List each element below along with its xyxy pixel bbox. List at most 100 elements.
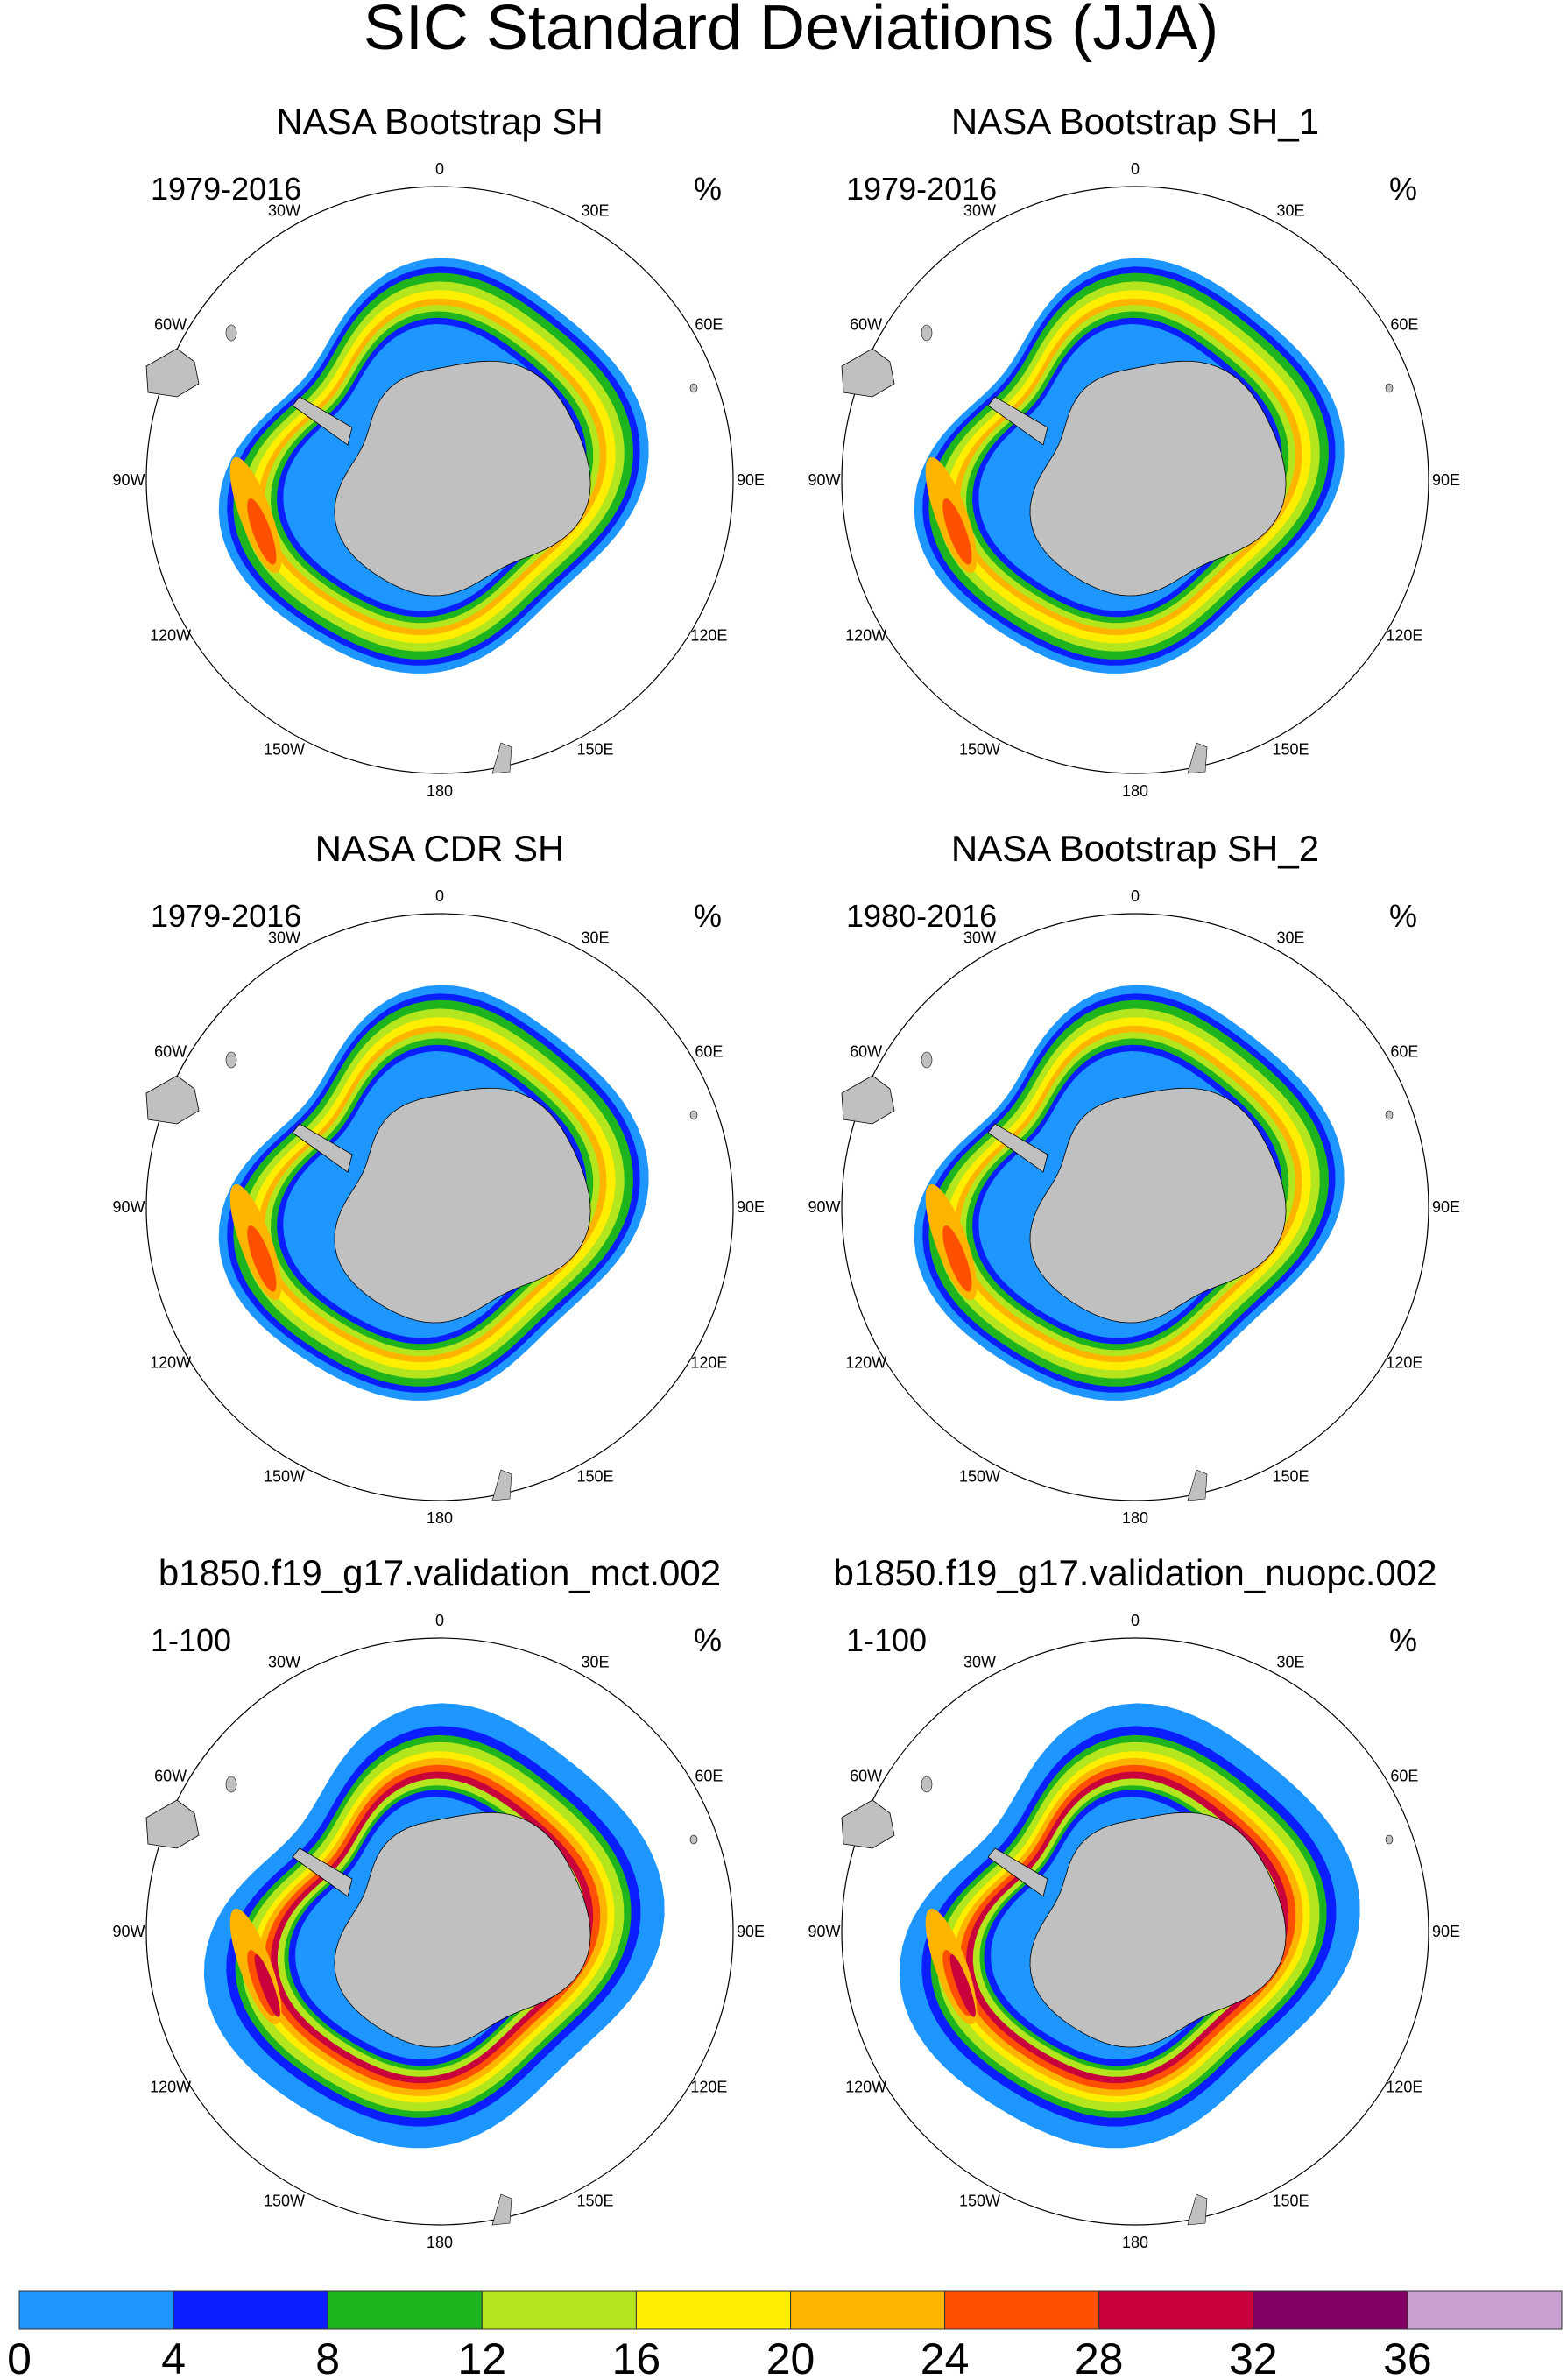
longitude-label: 150E xyxy=(1272,1467,1309,1485)
antarctica-landmass xyxy=(334,1811,591,2048)
map-panel: b1850.f19_g17.validation_mct.002 1-100 % 0 3… xyxy=(112,1552,765,2251)
new-zealand-tip xyxy=(491,1469,512,1501)
longitude-label: 90W xyxy=(808,1198,840,1216)
antarctica-landmass xyxy=(334,360,591,597)
longitude-label: 90W xyxy=(112,471,145,489)
figure-title: SIC Standard Deviations (JJA) xyxy=(364,0,1218,63)
colorbar-label: 20 xyxy=(766,2334,815,2380)
island xyxy=(689,1110,698,1120)
panel-title: NASA Bootstrap SH_2 xyxy=(951,828,1319,869)
colorbar-label: 28 xyxy=(1075,2334,1124,2380)
longitude-label: 60W xyxy=(154,316,187,334)
longitude-label: 30W xyxy=(268,929,300,947)
longitude-label: 90E xyxy=(1432,1198,1460,1216)
longitude-label: 60W xyxy=(154,1768,187,1785)
longitude-label: 60E xyxy=(695,316,723,334)
longitude-label: 150E xyxy=(576,1467,613,1485)
longitude-label: 60E xyxy=(1390,316,1418,334)
longitude-label: 60E xyxy=(695,1768,723,1785)
longitude-label: 90E xyxy=(1432,1923,1460,1940)
longitude-label: 30W xyxy=(963,929,996,947)
south-america-tip xyxy=(145,348,200,398)
island xyxy=(689,1834,698,1845)
south-america-tip xyxy=(841,1075,895,1125)
longitude-label: 60E xyxy=(695,1043,723,1061)
colorbar-label: 0 xyxy=(7,2334,32,2380)
colorbar-swatch xyxy=(1253,2290,1408,2330)
period-label: 1979-2016 xyxy=(151,898,301,934)
longitude-label: 150W xyxy=(264,740,305,758)
island xyxy=(1385,1110,1394,1120)
map-panels: NASA Bootstrap SH 1979-2016 % 0 30E 60E 90E 120… xyxy=(112,101,1460,2251)
longitude-label: 30E xyxy=(581,929,609,947)
colorbar-swatch xyxy=(173,2290,328,2330)
longitude-label: 30E xyxy=(1276,1654,1304,1671)
south-america-tip xyxy=(841,1799,895,1849)
longitude-label: 180 xyxy=(427,782,453,800)
longitude-label: 0 xyxy=(1131,887,1140,905)
map-panel: NASA CDR SH 1979-2016 % 0 30E 60E 90E 120E 150E 1… xyxy=(112,828,765,1527)
longitude-label: 90E xyxy=(1432,471,1460,489)
units-label: % xyxy=(694,1622,722,1658)
island xyxy=(225,1776,237,1793)
longitude-label: 150E xyxy=(1272,740,1309,758)
longitude-label: 30E xyxy=(581,202,609,220)
new-zealand-tip xyxy=(1187,2193,1208,2226)
longitude-label: 60W xyxy=(154,1043,187,1061)
sic-hotspot xyxy=(942,498,972,565)
map-panel: NASA Bootstrap SH 1979-2016 % 0 30E 60E 90E 120… xyxy=(112,101,765,800)
longitude-label: 30W xyxy=(268,1654,300,1671)
map-panel: NASA Bootstrap SH_1 1979-2016 % 0 30E 60E 90E 1… xyxy=(808,101,1460,800)
period-label: 1-100 xyxy=(846,1622,927,1658)
panel-title: NASA CDR SH xyxy=(315,828,565,869)
longitude-label: 120W xyxy=(150,627,191,645)
island xyxy=(225,1051,237,1069)
longitude-label: 180 xyxy=(427,1509,453,1527)
longitude-label: 120W xyxy=(845,1354,886,1372)
panel-title: NASA Bootstrap SH_1 xyxy=(951,101,1319,142)
longitude-label: 120E xyxy=(1386,1354,1422,1372)
units-label: % xyxy=(694,898,722,934)
map-panel: NASA Bootstrap SH_2 1980-2016 % 0 30E 60E 90E 1… xyxy=(808,828,1460,1527)
units-label: % xyxy=(1389,171,1417,207)
sic-hotspot xyxy=(247,498,277,565)
island xyxy=(921,324,933,342)
longitude-label: 120E xyxy=(1386,627,1422,645)
units-label: % xyxy=(694,171,722,207)
longitude-label: 30E xyxy=(1276,929,1304,947)
longitude-label: 120W xyxy=(150,2079,191,2096)
longitude-label: 120E xyxy=(690,1354,727,1372)
colorbar-swatch xyxy=(1407,2290,1563,2330)
longitude-label: 90W xyxy=(808,471,840,489)
colorbar-label: 24 xyxy=(921,2334,970,2380)
colorbar-swatch xyxy=(790,2290,946,2330)
antarctic-peninsula xyxy=(292,1847,353,1897)
longitude-label: 90W xyxy=(112,1198,145,1216)
island xyxy=(921,1776,933,1793)
new-zealand-tip xyxy=(491,742,512,774)
colorbar-label: 16 xyxy=(612,2334,661,2380)
longitude-label: 30E xyxy=(581,1654,609,1671)
island xyxy=(1385,383,1394,393)
longitude-label: 90W xyxy=(808,1923,840,1940)
period-label: 1980-2016 xyxy=(846,898,997,934)
antarctic-peninsula xyxy=(292,396,353,446)
colorbar-label: 12 xyxy=(457,2334,506,2380)
antarctica-landmass xyxy=(334,1087,591,1324)
longitude-label: 150W xyxy=(264,1467,305,1485)
island xyxy=(225,324,237,342)
longitude-label: 180 xyxy=(1122,782,1148,800)
period-label: 1979-2016 xyxy=(151,171,301,207)
longitude-label: 120W xyxy=(150,1354,191,1372)
longitude-label: 150W xyxy=(959,2192,1000,2209)
longitude-label: 30W xyxy=(963,202,996,220)
period-label: 1-100 xyxy=(151,1622,231,1658)
antarctica-landmass xyxy=(1029,1087,1287,1324)
panel-title: b1850.f19_g17.validation_mct.002 xyxy=(159,1552,721,1593)
antarctica-landmass xyxy=(1029,360,1287,597)
longitude-label: 0 xyxy=(435,1612,444,1629)
longitude-label: 180 xyxy=(427,2234,453,2251)
sic-hotspot xyxy=(254,1953,280,2017)
antarctic-peninsula xyxy=(987,396,1048,446)
